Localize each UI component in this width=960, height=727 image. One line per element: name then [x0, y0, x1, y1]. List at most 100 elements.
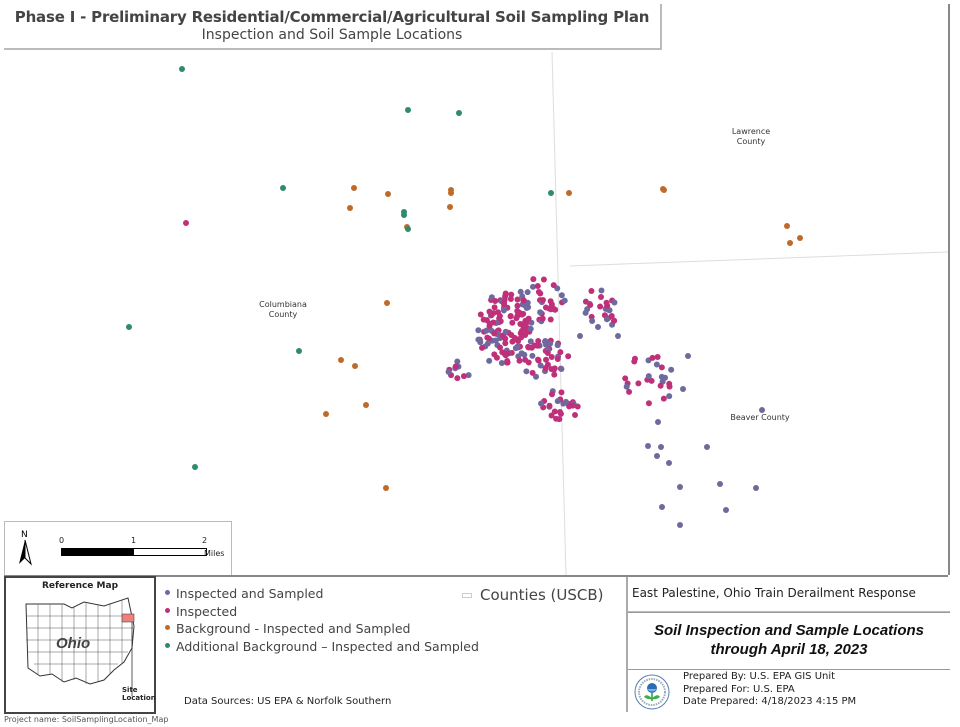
map-title-box: Phase I - Preliminary Residential/Commer…	[4, 4, 662, 50]
legend-item-counties: Counties (USCB)	[462, 586, 604, 604]
sample-point	[126, 324, 132, 330]
sample-point	[192, 464, 198, 470]
response-title: East Palestine, Ohio Train Derailment Re…	[632, 586, 916, 600]
sample-point	[554, 355, 561, 362]
dot-icon	[165, 625, 170, 630]
site-highlight	[121, 613, 135, 623]
sample-point	[547, 340, 554, 347]
legend-item-inspected: Inspected	[165, 603, 479, 621]
sample-point	[548, 412, 555, 419]
sample-point	[480, 316, 487, 323]
sample-point	[577, 333, 583, 339]
sample-point	[493, 354, 500, 361]
sample-point	[527, 338, 534, 345]
sample-point	[547, 316, 554, 323]
sample-point	[597, 303, 604, 310]
sample-point	[405, 107, 411, 113]
sample-point	[680, 386, 686, 392]
sample-point	[535, 357, 542, 364]
map-subtitle: Inspection and Soil Sample Locations	[201, 27, 463, 43]
map-frame[interactable]	[4, 4, 950, 576]
sample-point	[384, 300, 390, 306]
sample-point	[537, 362, 544, 369]
sample-point	[514, 302, 521, 309]
sample-point	[385, 191, 391, 197]
sample-point	[524, 289, 531, 296]
sample-point	[548, 353, 555, 360]
legend: Inspected and Sampled Inspected Backgrou…	[165, 585, 479, 655]
county-boundary-icon	[462, 593, 472, 598]
sample-point	[501, 299, 508, 306]
sample-point	[649, 354, 656, 361]
sample-point	[498, 360, 505, 367]
sample-point	[529, 283, 536, 290]
county-boundary	[569, 251, 949, 267]
sample-point	[515, 338, 522, 345]
sample-point	[662, 374, 669, 381]
sample-point	[554, 342, 561, 349]
sample-point	[704, 444, 710, 450]
sample-point	[661, 187, 667, 193]
sample-point	[502, 340, 509, 347]
sample-point	[547, 298, 554, 305]
sample-point	[653, 361, 660, 368]
sample-point	[660, 395, 667, 402]
sample-point	[677, 522, 683, 528]
sample-point	[548, 190, 554, 196]
sample-point	[502, 290, 509, 297]
date-prepared: Date Prepared: 4/18/2023 4:15 PM	[683, 696, 857, 707]
dot-icon	[165, 590, 170, 595]
epa-logo-icon	[634, 674, 670, 710]
sample-point	[508, 291, 515, 298]
sample-point	[502, 328, 509, 335]
sample-point	[338, 357, 344, 363]
north-arrow-icon: N	[19, 530, 32, 566]
sample-point	[542, 337, 549, 344]
sample-point	[604, 302, 611, 309]
sample-point	[507, 296, 514, 303]
sample-point	[631, 358, 638, 365]
info-panel: East Palestine, Ohio Train Derailment Re…	[626, 577, 950, 712]
svg-text:Ohio: Ohio	[56, 635, 90, 652]
sample-point	[351, 185, 357, 191]
sample-point	[666, 393, 673, 400]
sample-point	[657, 382, 664, 389]
scale-bar-box: N 0 1 2 Miles	[4, 521, 232, 577]
sample-point	[448, 190, 454, 196]
divider	[628, 669, 950, 670]
svg-text:N: N	[21, 530, 28, 540]
sample-point	[717, 481, 723, 487]
sample-point	[566, 190, 572, 196]
scale-tick-0: 0	[59, 536, 65, 545]
sample-point	[558, 389, 565, 396]
map-title: Phase I - Preliminary Residential/Commer…	[14, 8, 650, 26]
sample-point	[504, 359, 511, 366]
sample-point	[490, 310, 497, 317]
sample-point	[514, 296, 521, 303]
sample-point	[622, 375, 629, 382]
sample-point	[491, 330, 498, 337]
sample-point	[405, 226, 411, 232]
sample-point	[520, 297, 527, 304]
sample-point	[507, 312, 514, 319]
sample-point	[569, 402, 576, 409]
scale-units: Miles	[204, 549, 225, 558]
divider	[628, 611, 950, 613]
sample-point	[530, 276, 537, 283]
sample-point	[544, 361, 551, 368]
map-canvas[interactable]	[4, 4, 952, 579]
sample-point	[504, 350, 511, 357]
prepared-info: Prepared By: U.S. EPA GIS Unit Prepared …	[683, 671, 856, 709]
sample-point	[447, 204, 453, 210]
sample-point	[572, 411, 579, 418]
sample-point	[523, 304, 530, 311]
reference-map: Reference Map Ohio Site Location	[4, 576, 156, 714]
sample-point	[557, 349, 564, 356]
sample-point	[658, 444, 664, 450]
sample-point	[557, 408, 564, 415]
sample-point	[401, 212, 407, 218]
sample-point	[514, 307, 521, 314]
sample-point	[668, 366, 675, 373]
sample-point	[383, 485, 389, 491]
sample-point	[452, 363, 459, 370]
